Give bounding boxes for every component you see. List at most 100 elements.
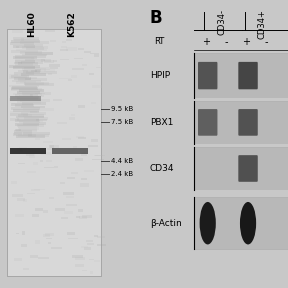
Bar: [88, 145, 98, 147]
Bar: [194, 53, 288, 98]
Ellipse shape: [200, 202, 216, 245]
Bar: [194, 147, 288, 190]
Bar: [69, 117, 75, 120]
Bar: [18, 163, 25, 164]
Bar: [18, 120, 40, 123]
Bar: [66, 196, 74, 198]
Bar: [55, 208, 65, 211]
Bar: [22, 114, 32, 117]
Bar: [41, 59, 52, 62]
Bar: [13, 37, 39, 40]
Bar: [11, 40, 40, 43]
Bar: [21, 61, 43, 64]
Bar: [10, 113, 28, 116]
Bar: [73, 146, 77, 149]
Bar: [7, 29, 101, 276]
Bar: [46, 238, 52, 239]
Bar: [23, 122, 46, 125]
Bar: [35, 93, 45, 94]
Text: 9.5 kB: 9.5 kB: [111, 107, 133, 112]
Text: β-Actin: β-Actin: [150, 219, 181, 228]
Bar: [41, 95, 44, 97]
Bar: [77, 105, 85, 108]
Bar: [16, 115, 44, 118]
Bar: [94, 155, 103, 156]
Bar: [86, 240, 93, 242]
FancyBboxPatch shape: [198, 62, 217, 89]
Bar: [30, 255, 38, 258]
Bar: [97, 236, 105, 238]
Bar: [24, 58, 45, 61]
Bar: [92, 85, 103, 88]
Bar: [12, 30, 23, 33]
Bar: [90, 53, 99, 54]
Bar: [15, 60, 35, 62]
Bar: [12, 194, 23, 197]
Bar: [20, 80, 26, 82]
Bar: [62, 138, 71, 140]
Bar: [21, 244, 27, 247]
Bar: [80, 183, 89, 187]
Text: CD34: CD34: [150, 164, 174, 173]
Bar: [12, 79, 41, 82]
Bar: [29, 154, 35, 158]
Bar: [81, 246, 88, 248]
Bar: [44, 60, 54, 63]
Bar: [10, 42, 34, 45]
Bar: [90, 271, 93, 274]
Bar: [18, 134, 49, 137]
Bar: [81, 179, 88, 180]
Bar: [23, 198, 27, 202]
Bar: [52, 60, 57, 62]
Bar: [15, 119, 39, 122]
Bar: [66, 204, 77, 206]
Bar: [14, 77, 31, 80]
Bar: [17, 124, 44, 127]
Bar: [24, 117, 48, 120]
Bar: [194, 144, 288, 147]
Bar: [43, 210, 48, 213]
Text: B: B: [150, 9, 162, 27]
Text: -: -: [224, 37, 228, 47]
Bar: [50, 67, 58, 69]
Text: PBX1: PBX1: [150, 118, 173, 127]
Bar: [12, 103, 33, 106]
Bar: [49, 197, 54, 199]
Text: 2.4 kB: 2.4 kB: [111, 171, 133, 177]
Bar: [27, 193, 35, 194]
Bar: [10, 148, 46, 154]
Bar: [60, 49, 68, 51]
Bar: [21, 123, 26, 126]
Bar: [26, 83, 54, 86]
Bar: [28, 134, 36, 137]
Bar: [11, 87, 38, 90]
Bar: [82, 151, 86, 154]
Bar: [35, 138, 40, 140]
Bar: [68, 79, 72, 81]
Bar: [72, 68, 84, 70]
Bar: [79, 216, 87, 219]
Bar: [23, 108, 54, 111]
Bar: [34, 189, 46, 190]
Bar: [16, 129, 37, 132]
Text: +: +: [242, 37, 250, 47]
Bar: [41, 152, 51, 156]
Bar: [30, 94, 37, 96]
Text: 7.5 kB: 7.5 kB: [111, 120, 133, 125]
Bar: [49, 64, 60, 67]
Bar: [21, 73, 46, 76]
Text: +: +: [202, 37, 210, 47]
FancyBboxPatch shape: [238, 62, 258, 89]
Bar: [94, 54, 99, 57]
Bar: [84, 247, 91, 250]
Bar: [26, 170, 36, 173]
Bar: [15, 129, 21, 132]
Bar: [194, 101, 288, 144]
Bar: [82, 64, 87, 66]
Bar: [56, 122, 67, 124]
Bar: [16, 81, 36, 84]
Text: K562: K562: [67, 12, 77, 37]
Bar: [35, 119, 47, 121]
Bar: [19, 128, 37, 131]
Bar: [17, 198, 24, 201]
